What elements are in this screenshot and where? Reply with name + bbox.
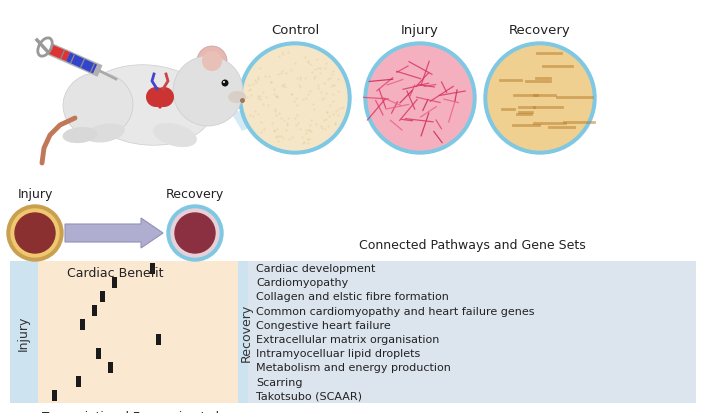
FancyBboxPatch shape xyxy=(92,306,96,316)
Text: Takotsubo (SCAAR): Takotsubo (SCAAR) xyxy=(256,391,362,401)
Text: Congestive heart failure: Congestive heart failure xyxy=(256,320,391,330)
Ellipse shape xyxy=(153,123,197,148)
Circle shape xyxy=(7,206,63,261)
Circle shape xyxy=(243,47,347,151)
Circle shape xyxy=(175,214,215,254)
Text: Cardiac Benefit: Cardiac Benefit xyxy=(67,266,163,279)
Circle shape xyxy=(154,88,174,108)
Circle shape xyxy=(484,43,596,154)
Circle shape xyxy=(223,82,225,84)
Text: Cardiac development: Cardiac development xyxy=(256,263,375,273)
Text: Control: Control xyxy=(271,24,319,37)
Circle shape xyxy=(171,209,219,257)
FancyBboxPatch shape xyxy=(111,277,116,288)
Text: Common cardiomyopathy and heart failure genes: Common cardiomyopathy and heart failure … xyxy=(256,306,534,316)
Circle shape xyxy=(364,43,476,154)
Circle shape xyxy=(11,209,59,257)
Circle shape xyxy=(368,47,472,151)
FancyBboxPatch shape xyxy=(99,291,104,302)
Circle shape xyxy=(173,57,243,127)
Polygon shape xyxy=(230,84,347,132)
Text: Scarring: Scarring xyxy=(256,377,303,387)
Text: Intramyocelluar lipid droplets: Intramyocelluar lipid droplets xyxy=(256,349,420,358)
Text: Collagen and elstic fibre formation: Collagen and elstic fibre formation xyxy=(256,292,449,302)
Text: Recovery: Recovery xyxy=(166,188,224,201)
Ellipse shape xyxy=(83,66,213,146)
Circle shape xyxy=(222,80,229,87)
FancyBboxPatch shape xyxy=(149,263,154,274)
Text: Injury: Injury xyxy=(18,188,53,201)
Circle shape xyxy=(146,88,166,108)
Text: Metabolism and energy production: Metabolism and energy production xyxy=(256,363,451,373)
Circle shape xyxy=(488,47,592,151)
FancyArrow shape xyxy=(65,218,163,248)
Ellipse shape xyxy=(85,124,125,143)
Ellipse shape xyxy=(63,73,133,138)
FancyBboxPatch shape xyxy=(156,334,161,345)
Text: Extracellular matrix organisation: Extracellular matrix organisation xyxy=(256,334,439,344)
Text: Injury: Injury xyxy=(401,24,439,37)
FancyBboxPatch shape xyxy=(51,390,56,401)
FancyBboxPatch shape xyxy=(248,261,696,403)
Text: Transcriptional Expression Index: Transcriptional Expression Index xyxy=(42,410,234,413)
FancyBboxPatch shape xyxy=(108,362,113,373)
Text: Recovery: Recovery xyxy=(239,303,253,361)
FancyBboxPatch shape xyxy=(10,261,248,403)
Polygon shape xyxy=(147,98,173,110)
FancyBboxPatch shape xyxy=(96,348,101,359)
Text: Recovery: Recovery xyxy=(509,24,571,37)
FancyBboxPatch shape xyxy=(75,376,80,387)
Circle shape xyxy=(167,206,223,261)
Text: Connected Pathways and Gene Sets: Connected Pathways and Gene Sets xyxy=(358,238,585,252)
Text: Cardiomyopathy: Cardiomyopathy xyxy=(256,278,348,287)
Circle shape xyxy=(15,214,55,254)
Circle shape xyxy=(239,43,351,154)
Text: Injury: Injury xyxy=(16,315,30,350)
FancyBboxPatch shape xyxy=(80,320,84,330)
Ellipse shape xyxy=(228,92,246,104)
Circle shape xyxy=(202,52,222,72)
FancyBboxPatch shape xyxy=(38,261,238,403)
Circle shape xyxy=(197,47,227,77)
Ellipse shape xyxy=(63,128,97,144)
